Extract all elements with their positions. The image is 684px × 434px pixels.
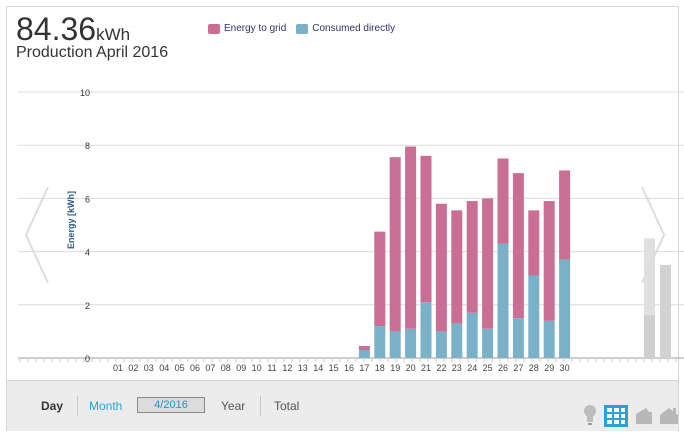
x-tick-label: 06 xyxy=(190,363,200,373)
bar-consumed-30 xyxy=(559,259,571,358)
bar-grid-27 xyxy=(512,173,524,319)
x-tick-label: 25 xyxy=(483,363,493,373)
x-tick-label: 16 xyxy=(344,363,354,373)
house-icon[interactable] xyxy=(659,406,679,426)
legend-label-consumed: Consumed directly xyxy=(312,23,396,34)
x-tick-label: 12 xyxy=(282,363,292,373)
legend-swatch-grid xyxy=(208,23,220,34)
bar-consumed-22 xyxy=(435,331,447,358)
bar-consumed-29 xyxy=(543,320,555,358)
bar-grid-28 xyxy=(528,210,540,276)
bar-consumed-19 xyxy=(389,331,401,358)
x-tick-label: 27 xyxy=(513,363,523,373)
bar-grid-25 xyxy=(482,198,494,329)
x-tick-label: 22 xyxy=(436,363,446,373)
total-value: 84.36 xyxy=(16,11,97,47)
bar-consumed-26 xyxy=(497,243,509,358)
y-tick-label: 0 xyxy=(85,354,90,364)
x-tick-label: 17 xyxy=(359,363,369,373)
bottom-toolbar xyxy=(7,380,678,431)
x-tick-label: 28 xyxy=(529,363,539,373)
bar-grid-29 xyxy=(543,201,555,321)
tab-month[interactable]: Month xyxy=(89,399,123,413)
bar-grid-24 xyxy=(466,201,478,313)
page-subtitle: Production April 2016 xyxy=(16,44,169,61)
x-tick-label: 05 xyxy=(175,363,185,373)
tab-total[interactable]: Total xyxy=(274,399,300,413)
x-tick-label: 03 xyxy=(144,363,154,373)
x-tick-label: 13 xyxy=(298,363,308,373)
y-axis-label: Energy [kWh] xyxy=(66,191,76,249)
total-unit: kWh xyxy=(96,25,131,44)
x-tick-label: 07 xyxy=(205,363,215,373)
bar-consumed-23 xyxy=(451,323,463,358)
bar-consumed-17 xyxy=(358,350,370,358)
x-tick-label: 01 xyxy=(113,363,123,373)
x-tick-label: 18 xyxy=(375,363,385,373)
bar-consumed-18 xyxy=(374,326,386,358)
x-tick-label: 20 xyxy=(406,363,416,373)
x-tick-label: 26 xyxy=(498,363,508,373)
bar-grid-26 xyxy=(497,158,509,244)
tab-day[interactable]: Day xyxy=(41,399,64,413)
bar-grid-22 xyxy=(435,203,447,332)
x-tick-label: 23 xyxy=(452,363,462,373)
x-tick-label: 04 xyxy=(159,363,169,373)
bar-consumed-20 xyxy=(405,328,417,358)
x-tick-label: 02 xyxy=(128,363,138,373)
next-period-bar xyxy=(644,238,655,358)
chart-legend: Energy to grid Consumed directly xyxy=(208,23,395,34)
legend-item-consumed: Consumed directly xyxy=(296,23,395,34)
bar-grid-20 xyxy=(405,146,417,329)
next-period-bar xyxy=(644,315,655,358)
bar-consumed-28 xyxy=(528,275,540,358)
bar-consumed-27 xyxy=(512,318,524,358)
x-tick-label: 09 xyxy=(236,363,246,373)
legend-label-grid: Energy to grid xyxy=(224,23,287,34)
bar-grid-30 xyxy=(559,170,571,260)
x-tick-label: 08 xyxy=(221,363,231,373)
x-tick-label: 21 xyxy=(421,363,431,373)
bar-grid-23 xyxy=(451,210,463,324)
grid-view-icon[interactable] xyxy=(604,405,628,427)
lightbulb-icon[interactable] xyxy=(583,404,597,426)
chevron-left-icon[interactable] xyxy=(20,185,50,285)
chevron-right-icon[interactable] xyxy=(640,185,670,285)
y-tick-label: 10 xyxy=(80,88,90,98)
wallet-icon[interactable] xyxy=(634,406,654,426)
x-tick-label: 19 xyxy=(390,363,400,373)
x-tick-label: 29 xyxy=(544,363,554,373)
y-tick-label: 4 xyxy=(85,248,90,258)
x-tick-label: 14 xyxy=(313,363,323,373)
tab-year[interactable]: Year xyxy=(221,399,246,413)
y-tick-label: 8 xyxy=(85,141,90,151)
period-selector[interactable]: 4/2016 xyxy=(137,397,205,413)
next-period-bar xyxy=(660,264,671,358)
bar-consumed-25 xyxy=(482,328,494,358)
total-energy: 84.36kWh xyxy=(16,12,130,46)
x-tick-label: 10 xyxy=(252,363,262,373)
bar-grid-21 xyxy=(420,155,432,303)
bar-grid-18 xyxy=(374,231,386,327)
x-tick-label: 15 xyxy=(329,363,339,373)
bar-consumed-24 xyxy=(466,312,478,358)
bar-grid-19 xyxy=(389,157,401,332)
legend-swatch-consumed xyxy=(296,23,309,34)
x-tick-label: 24 xyxy=(467,363,477,373)
bar-grid-17 xyxy=(358,346,370,351)
bar-consumed-21 xyxy=(420,302,432,358)
y-tick-label: 6 xyxy=(85,194,90,204)
x-tick-label: 11 xyxy=(267,363,276,373)
tab-divider xyxy=(77,396,78,416)
legend-item-grid: Energy to grid xyxy=(208,23,286,34)
tab-divider xyxy=(260,396,261,416)
y-tick-label: 2 xyxy=(85,301,90,311)
x-tick-label: 30 xyxy=(560,363,570,373)
